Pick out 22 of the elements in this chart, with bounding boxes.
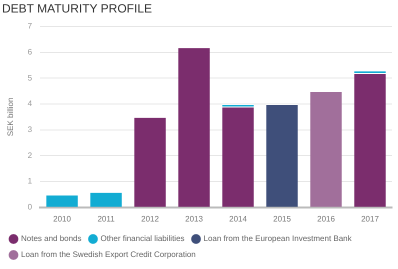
x-tick-label: 2015 <box>273 214 292 224</box>
x-tick-label: 2012 <box>141 214 160 224</box>
y-tick-label: 6 <box>28 47 33 56</box>
y-axis-title: SEK billion <box>6 98 16 136</box>
legend-label: Notes and bonds <box>21 234 82 244</box>
legend-label: Loan from the Swedish Export Credit Corporation <box>21 250 196 260</box>
x-tick-label: 2016 <box>317 214 336 224</box>
legend-label: Other financial liabilities <box>100 234 185 244</box>
y-tick-label: 1 <box>28 176 33 186</box>
y-tick-label: 7 <box>28 22 33 31</box>
x-tick-label: 2017 <box>361 214 380 224</box>
chart-title: DEBT MATURITY PROFILE <box>2 2 152 16</box>
y-tick-label: 2 <box>28 150 33 160</box>
x-tick-label: 2010 <box>53 214 72 224</box>
y-tick-label: 4 <box>28 99 33 108</box>
x-tick-label: 2014 <box>229 214 248 224</box>
y-tick-label: 3 <box>28 125 33 134</box>
y-tick-label: 5 <box>28 73 33 82</box>
legend-label: Loan from the European Investment Bank <box>204 234 353 244</box>
y-tick-label: 0 <box>28 202 33 212</box>
x-tick-label: 2013 <box>185 214 204 224</box>
x-tick-label: 2011 <box>97 214 116 224</box>
